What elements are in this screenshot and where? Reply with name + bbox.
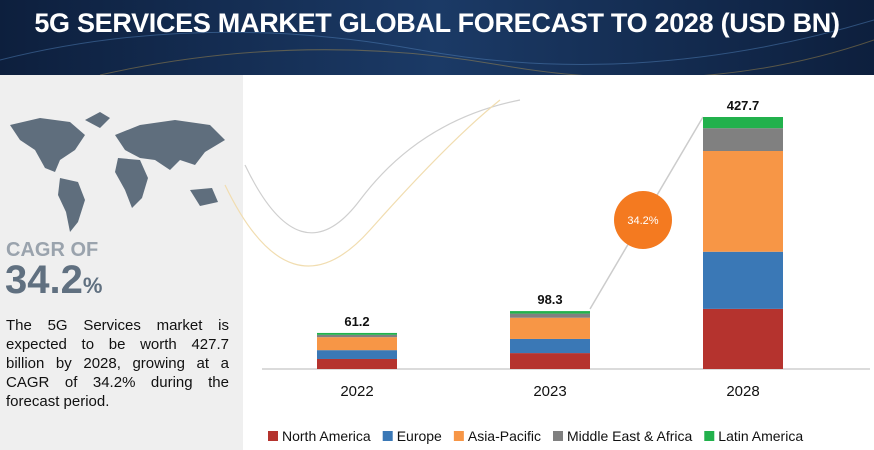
bar-segment: [317, 358, 397, 369]
bar-segment: [317, 334, 397, 338]
x-tick-label: 2023: [533, 383, 566, 400]
bar-segment: [510, 353, 590, 369]
description: The 5G Services market is expected to be…: [6, 317, 229, 410]
legend-label: North America: [282, 428, 371, 444]
bar-segment: [510, 311, 590, 314]
cagr-bubble-label: 34.2%: [627, 215, 658, 227]
bar-segment: [703, 128, 783, 151]
cagr-unit: %: [82, 273, 103, 298]
bar-segment: [317, 332, 397, 335]
legend-swatch: [268, 431, 278, 441]
legend-swatch: [704, 431, 715, 441]
banner: [0, 0, 874, 79]
bar-segment: [703, 251, 783, 309]
total-label: 61.2: [344, 314, 369, 329]
legend-label: Asia-Pacific: [468, 428, 541, 444]
title: 5G SERVICES MARKET GLOBAL FORECAST TO 20…: [34, 8, 840, 38]
bar-segment: [510, 313, 590, 318]
x-tick-label: 2028: [726, 383, 759, 400]
cagr-number: 34.2: [5, 258, 83, 302]
bar-segment: [317, 350, 397, 359]
cagr-label: CAGR OF: [6, 239, 99, 261]
legend-swatch: [453, 431, 464, 441]
bar-segment: [703, 308, 783, 369]
x-tick-label: 2022: [340, 383, 373, 400]
total-label: 98.3: [537, 292, 562, 307]
legend-swatch: [382, 431, 393, 441]
banner-decoration: [0, 19, 874, 79]
cagr-bubble: [614, 191, 672, 249]
bar-segment: [317, 337, 397, 351]
total-label: 427.7: [727, 98, 760, 113]
bar-segment: [703, 150, 783, 252]
decorative-curve: [224, 99, 501, 267]
legend-label: Latin America: [718, 428, 803, 444]
bar-segment: [510, 317, 590, 339]
world-map: [10, 112, 225, 232]
cagr-value: 34.2%: [5, 258, 102, 303]
legend-label: Europe: [397, 428, 442, 444]
bar-segment: [510, 338, 590, 354]
bar-segment: [703, 117, 783, 129]
legend-label: Middle East & Africa: [567, 428, 692, 444]
legend-swatch: [553, 431, 563, 441]
decorative-curve: [244, 99, 521, 234]
